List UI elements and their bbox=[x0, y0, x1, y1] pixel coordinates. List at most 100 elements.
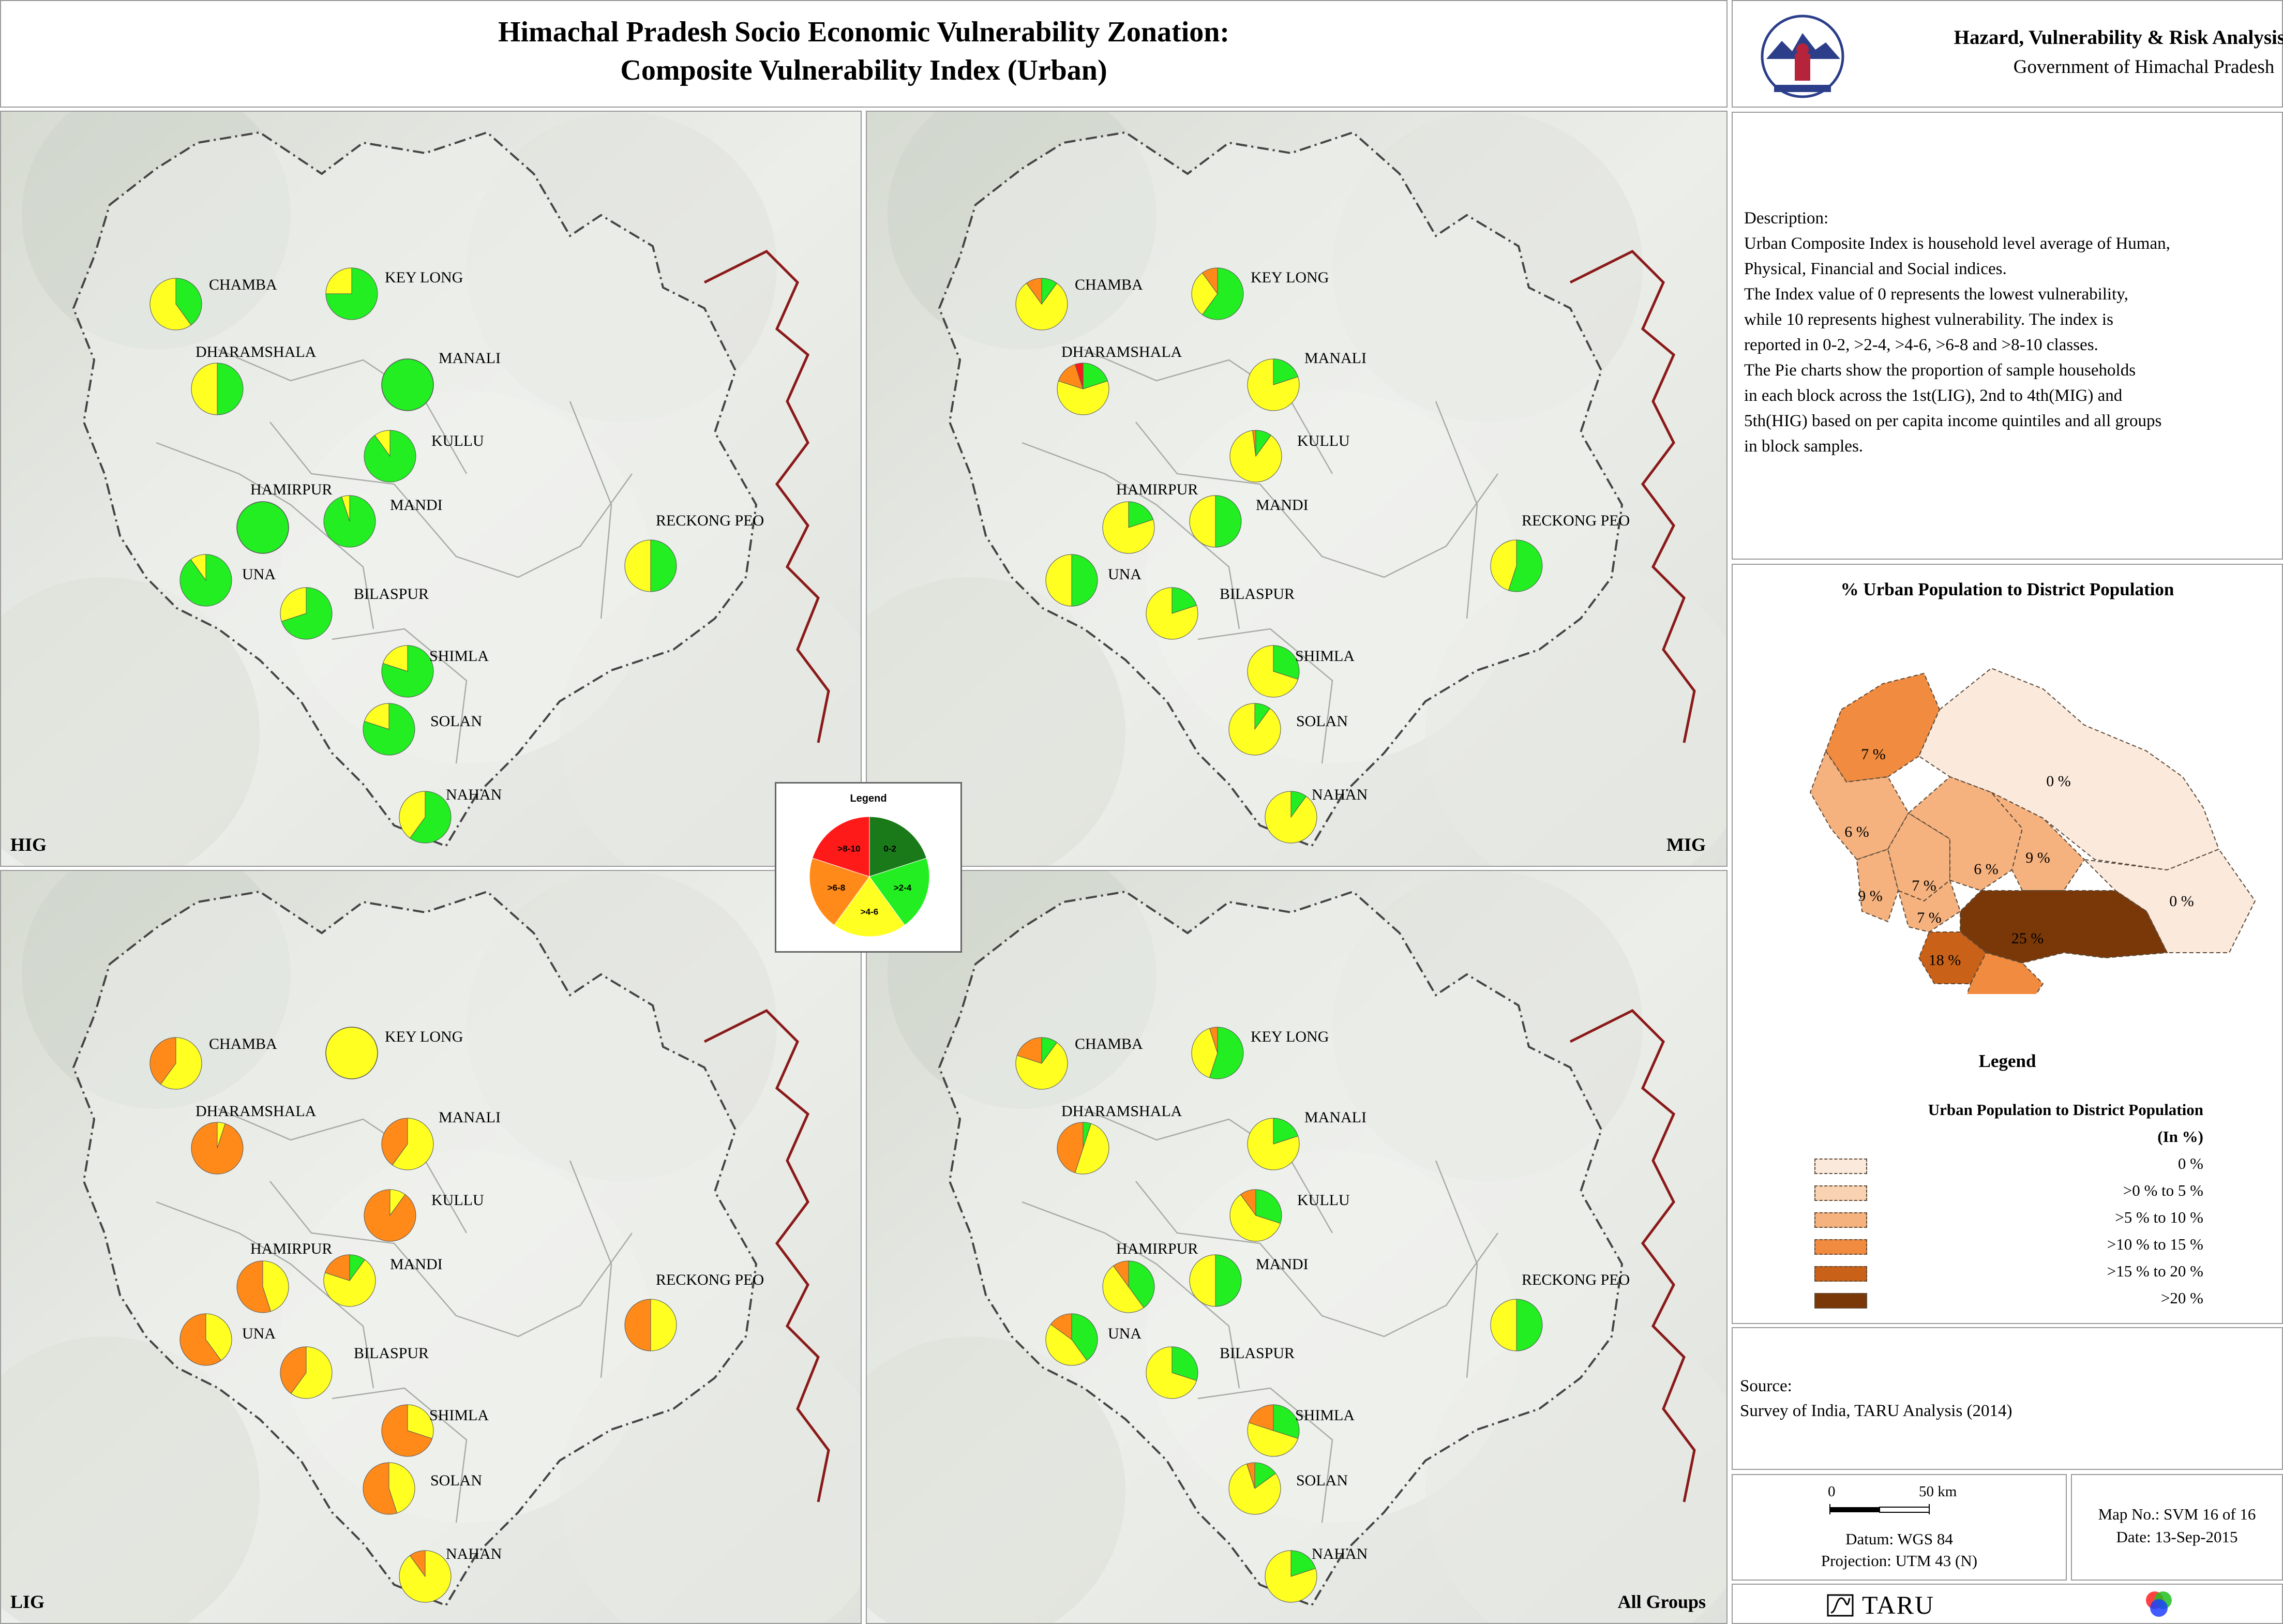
description-line: in block samples. bbox=[1744, 437, 1864, 456]
atlas-subtitle: Government of Himachal Pradesh bbox=[2013, 56, 2275, 78]
pie-mig-una-slice bbox=[1045, 554, 1072, 607]
pie-lig-kullu-slice bbox=[364, 1189, 416, 1242]
pie-mig-keylong-slice bbox=[1201, 267, 1244, 320]
pie-all-shimla bbox=[1247, 1404, 1300, 1457]
pie-all-solan-slice bbox=[1246, 1462, 1255, 1489]
inset-district-value: 18 % bbox=[1929, 952, 1961, 969]
place-label-bilaspur: BILASPUR bbox=[1220, 585, 1295, 603]
map-date: Date: 13-Sep-2015 bbox=[2116, 1528, 2238, 1546]
place-label-solan: SOLAN bbox=[430, 1472, 482, 1489]
district-boundary bbox=[269, 1181, 633, 1337]
inset-district-value: 11 % bbox=[1980, 992, 2012, 994]
basemap-all-groups: CHAMBA KEY LONG DHARAMSHALA MANALI KULLU HAMI… bbox=[867, 871, 1726, 1623]
pie-lig-mandi-slice bbox=[323, 1259, 376, 1307]
place-label-una: UNA bbox=[242, 566, 276, 583]
inset-legend-row: 0 % bbox=[1733, 1154, 2282, 1177]
pie-lig-shimla-slice bbox=[407, 1404, 434, 1439]
inset-district-value: 6 % bbox=[1844, 823, 1869, 840]
place-label-dharamshala: DHARAMSHALA bbox=[196, 1103, 317, 1120]
pie-hig-bilaspur-slice bbox=[280, 587, 307, 622]
pie-all-nahan-slice bbox=[1290, 1550, 1316, 1577]
inset-legend-swatch bbox=[1814, 1159, 1867, 1174]
pie-lig-kullu bbox=[364, 1189, 416, 1242]
pie-mig-bilaspur bbox=[1146, 587, 1198, 640]
legend-slice-label: >6-8 bbox=[828, 883, 846, 893]
pie-all-solan bbox=[1228, 1462, 1281, 1515]
pie-lig-manali bbox=[381, 1118, 434, 1170]
pie-all-reckongpeo-slice bbox=[1490, 1299, 1517, 1351]
pie-lig-dharamshala-slice bbox=[191, 1122, 244, 1175]
pie-all-hamirpur bbox=[1102, 1260, 1155, 1313]
state-boundary bbox=[938, 890, 1624, 1607]
terrain-shade bbox=[1, 1336, 260, 1623]
inset-district-value: 9 % bbox=[1858, 888, 1883, 905]
place-label-hamirpur: HAMIRPUR bbox=[1116, 481, 1198, 498]
inset-district bbox=[1897, 879, 1961, 933]
pie-lig-una bbox=[179, 1313, 232, 1366]
legend-slice bbox=[834, 876, 905, 937]
pie-mig-nahan bbox=[1265, 791, 1317, 844]
scale-bar bbox=[1829, 1504, 1930, 1514]
pie-mig-hamirpur bbox=[1102, 501, 1155, 554]
pie-mig-chamba-slice bbox=[1026, 278, 1042, 305]
place-label-hamirpur: HAMIRPUR bbox=[250, 481, 332, 498]
place-label-chamba: CHAMBA bbox=[209, 1035, 277, 1052]
pie-lig-reckongpeo-slice bbox=[650, 1299, 677, 1351]
inset-legend-label: >0 % to 5 % bbox=[2123, 1181, 2203, 1199]
pie-hig-dharamshala-slice bbox=[217, 363, 244, 415]
pie-all-una-slice bbox=[1045, 1324, 1088, 1366]
pie-mig-keylong-slice bbox=[1191, 272, 1218, 315]
pie-lig-nahan bbox=[399, 1550, 452, 1603]
pie-lig-shimla bbox=[381, 1404, 434, 1457]
pie-hig-solan bbox=[363, 703, 415, 756]
place-label-bilaspur: BILASPUR bbox=[1220, 1345, 1295, 1362]
district-boundary bbox=[1135, 422, 1499, 578]
inset-district bbox=[1856, 848, 1899, 923]
inset-district bbox=[1825, 672, 1941, 783]
pie-all-manali-slice bbox=[1247, 1118, 1300, 1170]
pie-hig-reckongpeo-slice bbox=[650, 539, 677, 592]
district-boundary bbox=[269, 422, 633, 578]
pie-all-manali bbox=[1247, 1118, 1300, 1170]
place-label-shimla: SHIMLA bbox=[429, 648, 489, 665]
map-panel-mig: CHAMBA KEY LONG DHARAMSHALA MANALI KULLU HAMI… bbox=[866, 111, 1728, 867]
pie-lig-solan bbox=[363, 1462, 415, 1515]
pie-mig-kullu-slice bbox=[1252, 430, 1256, 457]
atlas-title: Hazard, Vulnerability & Risk Analysis At… bbox=[1954, 26, 2283, 49]
pie-lig-solan-slice bbox=[363, 1462, 398, 1515]
place-label-keylong: KEY LONG bbox=[1251, 269, 1329, 286]
pie-all-kullu-slice bbox=[1229, 1194, 1281, 1242]
description-line: The Index value of 0 represents the lowe… bbox=[1744, 285, 2128, 304]
pie-hig-nahan-slice bbox=[409, 791, 452, 844]
pie-mig-reckongpeo-slice bbox=[1508, 539, 1543, 592]
pie-all-hamirpur-slice bbox=[1128, 1260, 1155, 1309]
district-boundary bbox=[156, 442, 374, 629]
taru-name: TARU bbox=[1862, 1590, 1935, 1619]
place-label-shimla: SHIMLA bbox=[1295, 1407, 1355, 1424]
pie-all-keylong-slice bbox=[1209, 1027, 1218, 1054]
inset-title: % Urban Population to District Populatio… bbox=[1840, 579, 2174, 599]
description-line: while 10 represents highest vulnerabilit… bbox=[1744, 310, 2113, 329]
pie-all-chamba bbox=[1015, 1037, 1068, 1090]
pie-lig-keylong bbox=[325, 1027, 378, 1079]
pie-all-una-slice bbox=[1071, 1313, 1098, 1361]
pie-all-mandi-slice bbox=[1189, 1254, 1216, 1307]
district-boundary bbox=[156, 1201, 374, 1389]
pie-mig-mandi bbox=[1189, 495, 1242, 548]
pie-lig-manali-slice bbox=[392, 1118, 434, 1170]
place-label-manali: MANALI bbox=[1304, 350, 1366, 367]
inset-legend-row: >0 % to 5 % bbox=[1733, 1181, 2282, 1204]
pie-lig-bilaspur-slice bbox=[280, 1346, 307, 1394]
place-label-kullu: KULLU bbox=[431, 432, 484, 449]
inset-map-box: % Urban Population to District Populatio… bbox=[1732, 564, 2283, 1324]
pie-hig-mandi bbox=[323, 495, 376, 548]
pie-mig-mandi-slice bbox=[1215, 495, 1242, 548]
pie-hig-keylong-slice bbox=[325, 267, 352, 294]
inset-legend-row: >15 % to 20 % bbox=[1733, 1262, 2282, 1285]
pie-all-dharamshala-slice bbox=[1074, 1123, 1109, 1175]
district-boundary bbox=[569, 1160, 612, 1378]
pie-legend-title: Legend bbox=[850, 793, 887, 804]
pie-hig-dharamshala-slice bbox=[191, 363, 218, 415]
place-label-keylong: KEY LONG bbox=[385, 269, 463, 286]
pie-all-kullu bbox=[1229, 1189, 1282, 1242]
